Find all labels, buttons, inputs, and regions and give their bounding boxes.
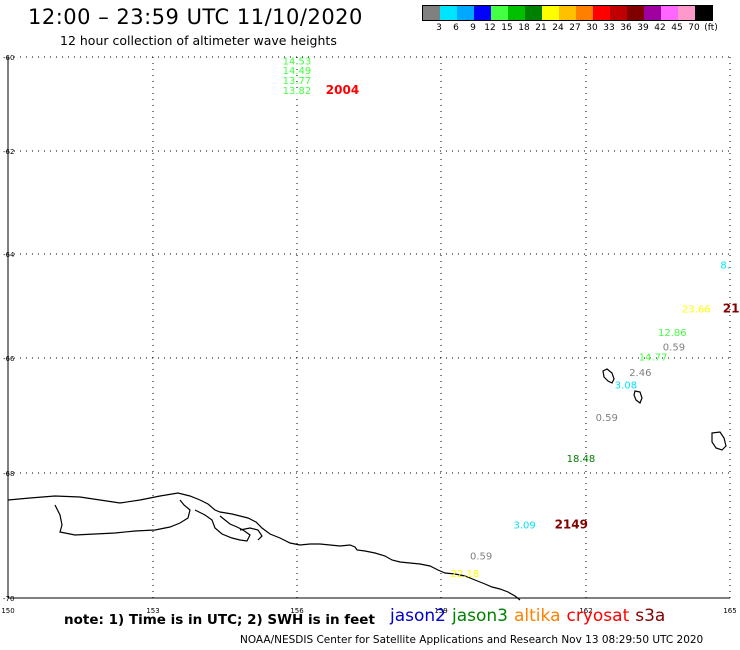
wave-height-value: 3.09: [514, 520, 536, 531]
satellite-s3a: s3a: [635, 606, 666, 626]
wave-height-value: 8.: [720, 260, 730, 271]
color-scale-label: 42: [654, 23, 666, 33]
axis-labels: -60 -62 -64 -66 -68 -70 150 153 156 159 162 165: [1, 54, 736, 615]
satellite-legend: jason2 jason3 altika cryosat s3a: [390, 606, 671, 626]
color-scale-label: 36: [620, 23, 632, 33]
wave-height-value: 0.59: [663, 343, 685, 354]
longitude-tick-label: 165: [723, 607, 736, 615]
color-swatch: [457, 6, 474, 20]
color-swatch: [576, 6, 593, 20]
color-scale-label: 21: [535, 23, 547, 33]
color-swatch: [491, 6, 508, 20]
wave-height-value: 12.86: [658, 328, 687, 339]
color-swatch: [559, 6, 576, 20]
color-scale-label: (ft): [704, 23, 718, 33]
color-swatch: [644, 6, 661, 20]
color-scale-label: 15: [501, 23, 513, 33]
pass-time-labels: 2004 21 2149: [326, 83, 740, 531]
satellite-jason3: jason3: [452, 606, 508, 626]
longitude-tick-label: 162: [579, 607, 592, 615]
color-scale-label: 30: [586, 23, 598, 33]
wave-height-value: 22.18: [451, 569, 480, 580]
wave-height-value: 13.77: [283, 76, 312, 87]
color-scale-label: 33: [603, 23, 615, 33]
wave-height-value: 0.59: [470, 552, 492, 563]
color-scale-label: 3: [436, 23, 442, 33]
units-note: note: 1) Time is in UTC; 2) SWH is in fe…: [64, 612, 375, 628]
color-swatch: [593, 6, 610, 20]
color-scale-swatches: [422, 5, 713, 21]
pass-time-label: 2004: [326, 83, 359, 97]
pass-time-label: 21: [723, 302, 740, 316]
island-balleny-3: [711, 431, 727, 451]
satellite-cryosat: cryosat: [566, 606, 630, 626]
color-swatch: [525, 6, 542, 20]
wave-height-observations: 14.5314.4913.7713.828.23.6612.860.5914.7…: [283, 56, 730, 580]
latitude-tick-label: -60: [3, 54, 14, 62]
wave-height-value: 23.66: [682, 305, 711, 316]
color-swatch: [627, 6, 644, 20]
wave-height-value: 14.77: [639, 352, 668, 363]
island-balleny-2: [633, 390, 643, 404]
wave-height-value: 13.82: [283, 86, 312, 97]
color-scale-label: 12: [484, 23, 496, 33]
longitude-tick-label: 156: [290, 607, 304, 615]
color-swatch: [610, 6, 627, 20]
pass-time-label: 2149: [555, 517, 588, 531]
latitude-tick-label: -68: [3, 470, 14, 478]
color-scale-label: 39: [637, 23, 649, 33]
longitude-tick-label: 153: [146, 607, 159, 615]
ice-shelf-outline: [54, 499, 191, 536]
wave-height-value: 14.53: [283, 56, 312, 67]
color-swatch: [542, 6, 559, 20]
antarctic-coastline: [7, 492, 521, 601]
wave-height-value: 18.48: [567, 454, 596, 465]
color-scale-label: 24: [552, 23, 564, 33]
latitude-tick-label: -62: [3, 148, 14, 156]
color-swatch: [440, 6, 457, 20]
color-scale-label: 6: [453, 23, 459, 33]
map-title: 12:00 – 23:59 UTC 11/10/2020: [28, 5, 363, 29]
wave-height-value: 0.59: [596, 413, 618, 424]
color-scale-label: 27: [569, 23, 581, 33]
color-swatch: [508, 6, 525, 20]
color-scale-labels: 3 6 9 12 15 18 21 24 27 30 33 36 39 42 45 70 (ft): [422, 21, 718, 33]
color-scale-label: 45: [671, 23, 683, 33]
latitude-tick-label: -70: [3, 595, 14, 603]
bay-outline: [239, 527, 263, 541]
ice-shelf-inner: [194, 509, 251, 542]
coastline: [7, 368, 727, 601]
wave-height-value: 14.49: [283, 66, 312, 77]
color-swatch: [678, 6, 695, 20]
island-balleny-1: [602, 368, 615, 384]
wave-height-value: 3.08: [615, 380, 637, 391]
color-swatch: [695, 6, 712, 20]
longitude-tick-label: 159: [434, 607, 447, 615]
color-swatch: [423, 6, 440, 20]
latitude-tick-label: -66: [3, 355, 15, 363]
graticule: [7, 56, 731, 599]
latitude-tick-label: -64: [3, 251, 15, 259]
map-subtitle: 12 hour collection of altimeter wave hei…: [60, 33, 337, 48]
wave-height-value: 2.46: [629, 368, 651, 379]
satellite-jason2: jason2: [390, 606, 446, 626]
color-scale-legend: 3 6 9 12 15 18 21 24 27 30 33 36 39 42 45 70 (ft): [422, 5, 718, 33]
satellite-altika: altika: [514, 606, 561, 626]
color-scale-label: 9: [470, 23, 476, 33]
credit-line: NOAA/NESDIS Center for Satellite Applica…: [240, 634, 704, 646]
color-swatch: [474, 6, 491, 20]
color-scale-label: 70: [688, 23, 700, 33]
longitude-tick-label: 150: [1, 607, 14, 615]
color-swatch: [661, 6, 678, 20]
color-scale-label: 18: [518, 23, 530, 33]
